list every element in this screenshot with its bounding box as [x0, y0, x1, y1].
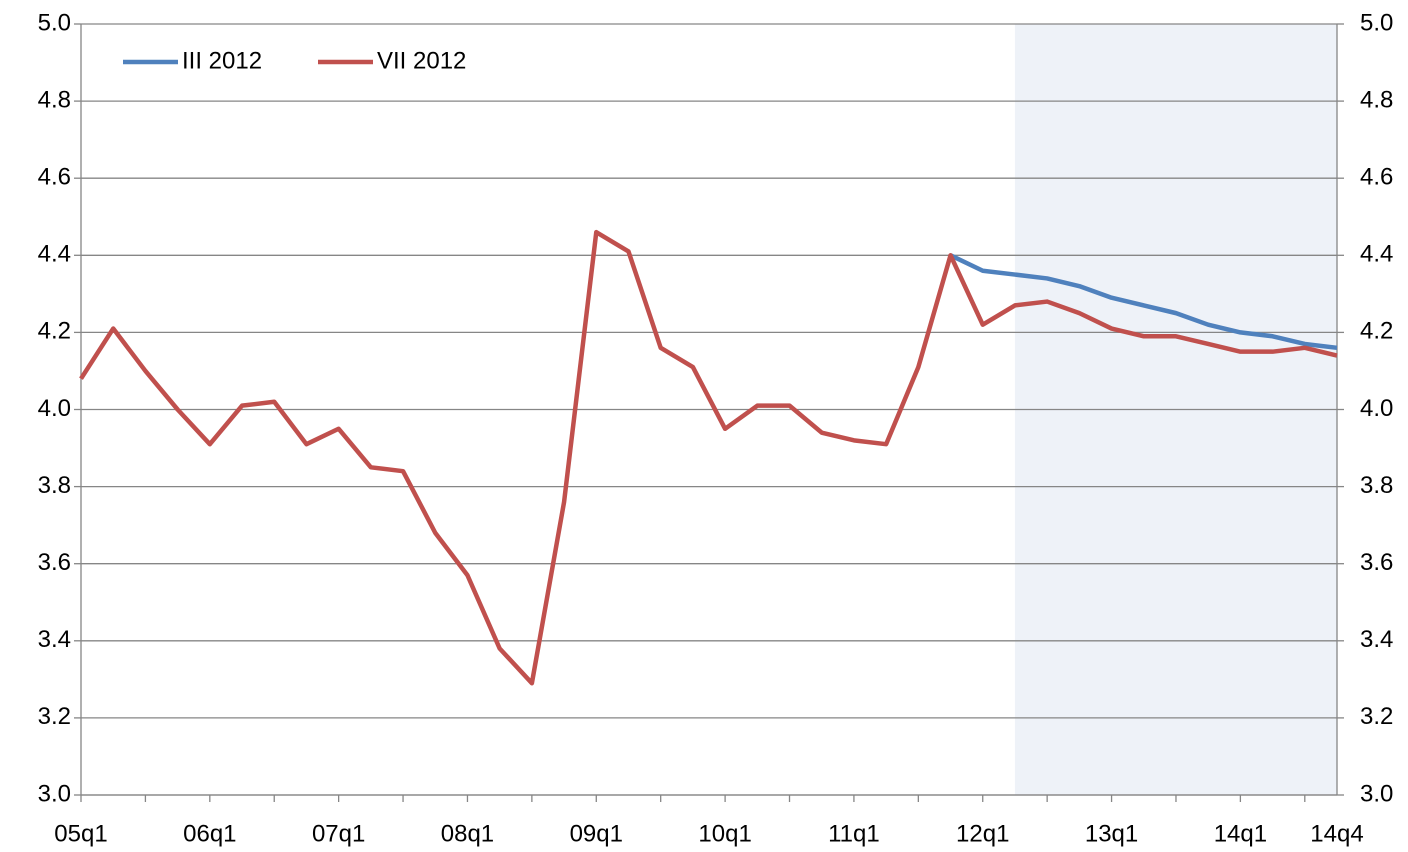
x-tick-label: 05q1	[54, 820, 107, 847]
y-tick-label: 4.0	[38, 395, 71, 422]
x-tick-label: 11q1	[828, 820, 880, 847]
y2-tick-label: 3.8	[1360, 472, 1393, 499]
series-line	[949, 253, 1338, 351]
y2-tick-label: 3.0	[1360, 780, 1393, 807]
x-tick-label: 07q1	[312, 820, 365, 847]
x-tick-label: 08q1	[441, 820, 494, 847]
x-tick-label: 10q1	[698, 820, 751, 847]
legend-label: VII 2012	[377, 47, 466, 74]
y2-tick-label: 4.4	[1360, 241, 1393, 268]
y-tick-label: 3.8	[38, 472, 71, 499]
x-tick-label: 13q1	[1085, 820, 1138, 847]
y-tick-label: 3.0	[38, 780, 71, 807]
y-tick-label: 3.4	[38, 626, 71, 653]
y-tick-label: 4.8	[38, 86, 71, 113]
y2-tick-label: 4.8	[1360, 86, 1393, 113]
series-line	[79, 229, 1338, 686]
y-tick-label: 4.2	[38, 318, 71, 345]
y2-tick-label: 4.2	[1360, 318, 1393, 345]
y2-tick-label: 3.6	[1360, 549, 1393, 576]
y-tick-label: 3.2	[38, 703, 71, 730]
y2-tick-label: 5.0	[1360, 9, 1393, 36]
x-tick-label: 12q1	[956, 820, 1009, 847]
x-tick-label: 09q1	[570, 820, 623, 847]
y-tick-label: 3.6	[38, 549, 71, 576]
x-tick-label: 06q1	[183, 820, 236, 847]
y2-tick-label: 3.2	[1360, 703, 1393, 730]
y2-tick-label: 3.4	[1360, 626, 1393, 653]
y-tick-label: 4.4	[38, 241, 71, 268]
y-tick-label: 4.6	[38, 164, 71, 191]
y2-tick-label: 4.0	[1360, 395, 1393, 422]
y-tick-label: 5.0	[38, 9, 71, 36]
y2-tick-label: 4.6	[1360, 164, 1393, 191]
x-tick-label: 14q1	[1214, 820, 1267, 847]
x-tick-label: 14q4	[1310, 820, 1363, 847]
legend-label: III 2012	[182, 47, 262, 74]
